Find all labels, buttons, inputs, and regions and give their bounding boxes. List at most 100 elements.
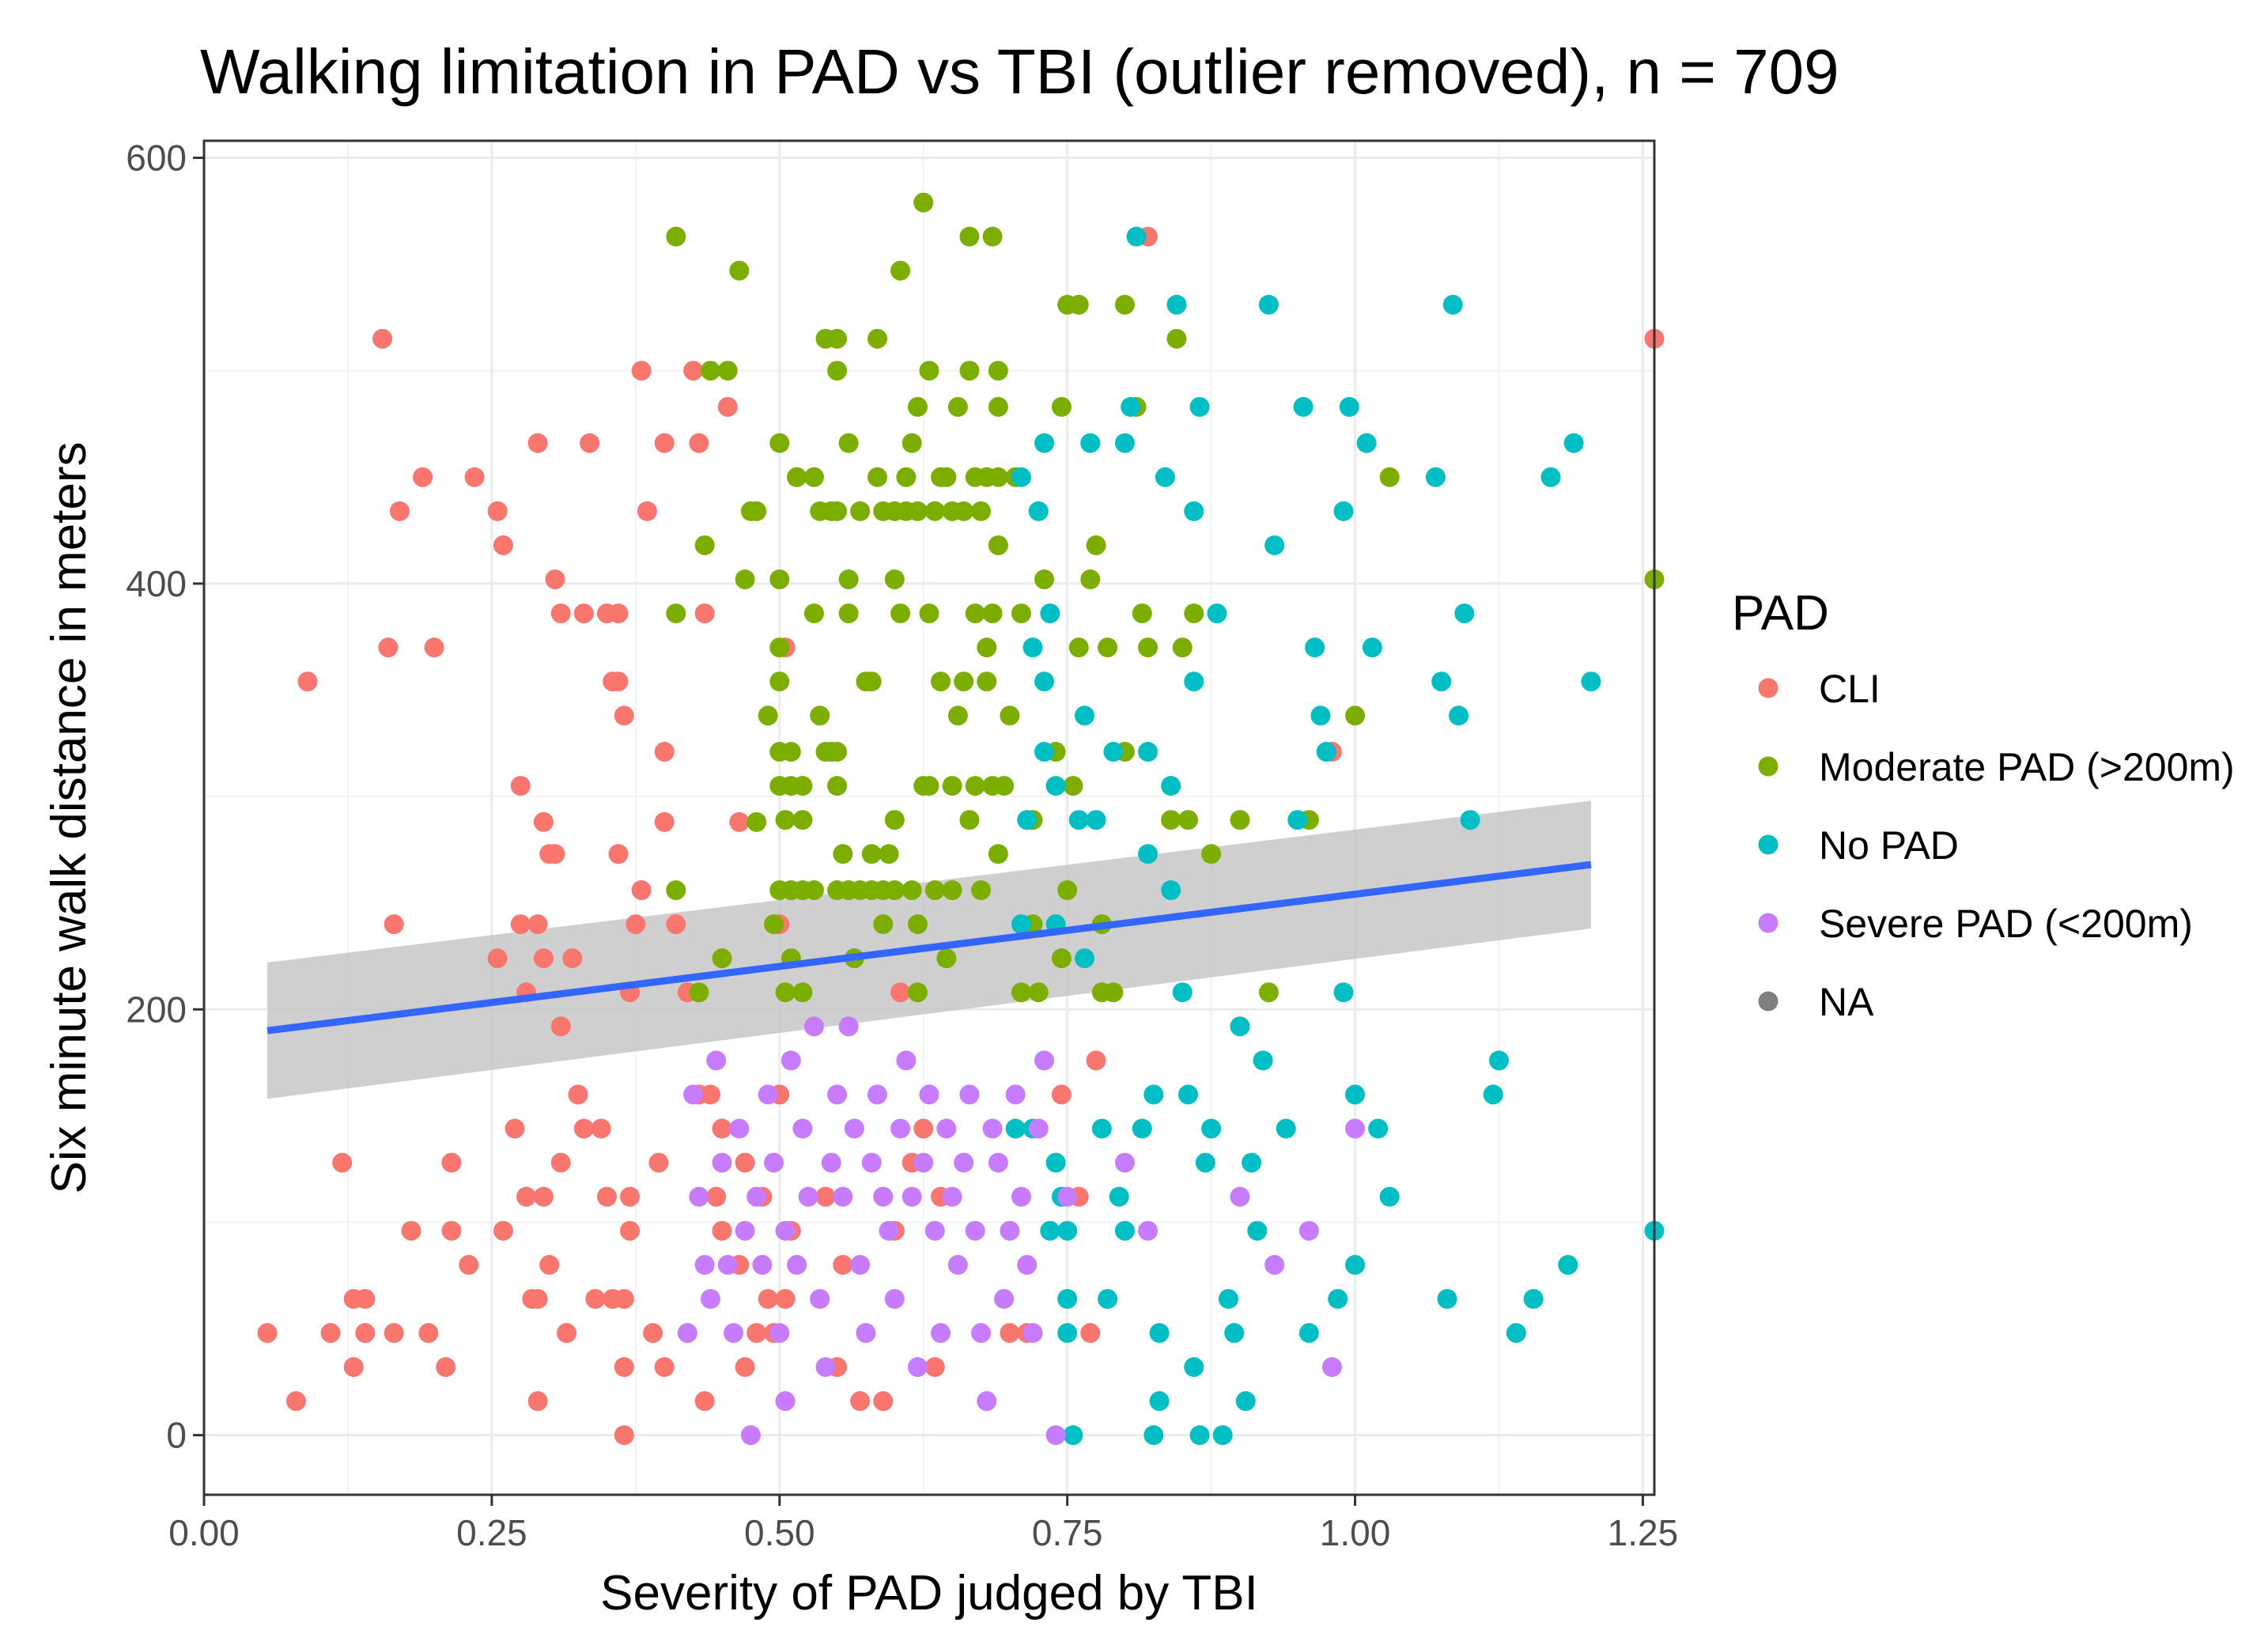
data-point-moderate-pad-200m (959, 810, 980, 830)
legend: PAD CLI Moderate PAD (>200m) No PAD Severe … (1732, 586, 2235, 1024)
legend-label-cli: CLI (1819, 667, 1881, 711)
data-point-no-pad (1201, 1118, 1222, 1139)
data-point-no-pad (1057, 1220, 1078, 1241)
data-point-cli (694, 1391, 715, 1412)
data-point-severe-pad-200m (677, 1322, 697, 1343)
data-point-severe-pad-200m (879, 1220, 899, 1241)
data-point-moderate-pad-200m (775, 810, 796, 830)
data-point-no-pad (1034, 433, 1055, 453)
data-point-no-pad (1005, 1118, 1026, 1139)
data-point-no-pad (1114, 1220, 1135, 1241)
data-point-moderate-pad-200m (666, 603, 686, 624)
data-point-cli (747, 1322, 767, 1343)
data-point-severe-pad-200m (815, 1356, 836, 1377)
legend-items: CLI Moderate PAD (>200m) No PAD Severe PAD … (1758, 667, 2235, 1024)
data-point-cli (614, 1288, 634, 1309)
data-point-no-pad (1379, 1186, 1400, 1207)
data-point-cli (418, 1322, 439, 1343)
data-point-severe-pad-200m (896, 1050, 917, 1071)
data-point-severe-pad-200m (775, 1220, 796, 1241)
data-point-severe-pad-200m (890, 1118, 911, 1139)
data-point-moderate-pad-200m (792, 982, 813, 1003)
x-tick-label: 1.00 (1320, 1512, 1391, 1553)
data-point-cli (533, 948, 554, 969)
data-point-moderate-pad-200m (977, 637, 997, 658)
data-point-severe-pad-200m (994, 1288, 1015, 1309)
data-point-cli (717, 396, 738, 417)
data-point-moderate-pad-200m (873, 914, 894, 935)
data-point-moderate-pad-200m (1068, 294, 1089, 315)
data-point-no-pad (1218, 1288, 1238, 1309)
data-point-cli (355, 1288, 376, 1309)
data-point-moderate-pad-200m (803, 603, 824, 624)
data-point-cli (683, 361, 704, 381)
data-point-moderate-pad-200m (942, 880, 962, 901)
data-point-no-pad (1138, 844, 1159, 864)
data-point-moderate-pad-200m (982, 603, 1003, 624)
data-point-cli (637, 501, 657, 521)
data-point-severe-pad-200m (971, 1322, 991, 1343)
data-point-moderate-pad-200m (902, 433, 922, 453)
data-point-cli (608, 844, 629, 864)
data-point-moderate-pad-200m (913, 192, 934, 213)
data-point-moderate-pad-200m (861, 844, 882, 864)
data-point-moderate-pad-200m (792, 776, 813, 796)
data-point-severe-pad-200m (861, 1152, 882, 1173)
data-point-moderate-pad-200m (965, 603, 985, 624)
data-point-no-pad (1235, 1391, 1256, 1412)
data-point-no-pad (1207, 603, 1227, 624)
data-point-no-pad (1339, 396, 1359, 417)
data-point-cli (620, 1186, 641, 1207)
data-point-moderate-pad-200m (747, 501, 767, 521)
data-point-cli (654, 742, 675, 762)
data-point-severe-pad-200m (740, 1425, 761, 1446)
data-point-moderate-pad-200m (747, 811, 767, 832)
data-point-severe-pad-200m (1230, 1186, 1250, 1207)
data-point-no-pad (1454, 603, 1475, 624)
data-point-moderate-pad-200m (1068, 637, 1089, 658)
data-point-cli (585, 1288, 606, 1309)
y-tick-label: 200 (126, 989, 187, 1030)
data-point-moderate-pad-200m (936, 467, 957, 487)
data-point-moderate-pad-200m (907, 396, 928, 417)
data-point-moderate-pad-200m (700, 361, 720, 381)
data-point-no-pad (1264, 535, 1285, 555)
data-point-cli (735, 1356, 755, 1377)
data-points (257, 192, 1665, 1446)
data-point-moderate-pad-200m (988, 535, 1008, 555)
data-point-cli (1086, 1050, 1106, 1071)
data-point-cli (527, 1288, 548, 1309)
data-point-no-pad (1305, 637, 1325, 658)
legend-key-cli (1758, 678, 1778, 698)
data-point-moderate-pad-200m (868, 467, 887, 487)
data-point-no-pad (1028, 501, 1049, 521)
data-point-cli (562, 948, 583, 969)
data-point-no-pad (1184, 671, 1204, 692)
data-point-severe-pad-200m (717, 1254, 738, 1275)
data-point-no-pad (1040, 1220, 1060, 1241)
data-point-moderate-pad-200m (1172, 637, 1193, 658)
data-point-no-pad (1166, 294, 1187, 315)
data-point-no-pad (1362, 637, 1382, 658)
data-point-cli (557, 1322, 576, 1343)
data-point-cli (580, 433, 600, 453)
data-point-moderate-pad-200m (988, 844, 1008, 864)
data-point-moderate-pad-200m (879, 844, 899, 864)
data-point-moderate-pad-200m (959, 361, 980, 381)
data-point-severe-pad-200m (1034, 1050, 1055, 1071)
data-point-moderate-pad-200m (1098, 637, 1118, 658)
data-point-no-pad (1247, 1220, 1268, 1241)
data-point-moderate-pad-200m (729, 260, 750, 281)
data-point-cli (654, 1356, 675, 1377)
data-point-moderate-pad-200m (947, 396, 968, 417)
data-point-no-pad (1063, 1425, 1083, 1446)
data-point-no-pad (1143, 1425, 1164, 1446)
data-point-moderate-pad-200m (907, 982, 928, 1003)
data-point-no-pad (1149, 1322, 1170, 1343)
data-point-severe-pad-200m (850, 1254, 871, 1275)
data-point-cli (550, 1016, 571, 1037)
data-point-no-pad (1276, 1118, 1296, 1139)
data-point-severe-pad-200m (724, 1322, 744, 1343)
data-point-cli (539, 1254, 560, 1275)
data-point-moderate-pad-200m (1103, 982, 1124, 1003)
